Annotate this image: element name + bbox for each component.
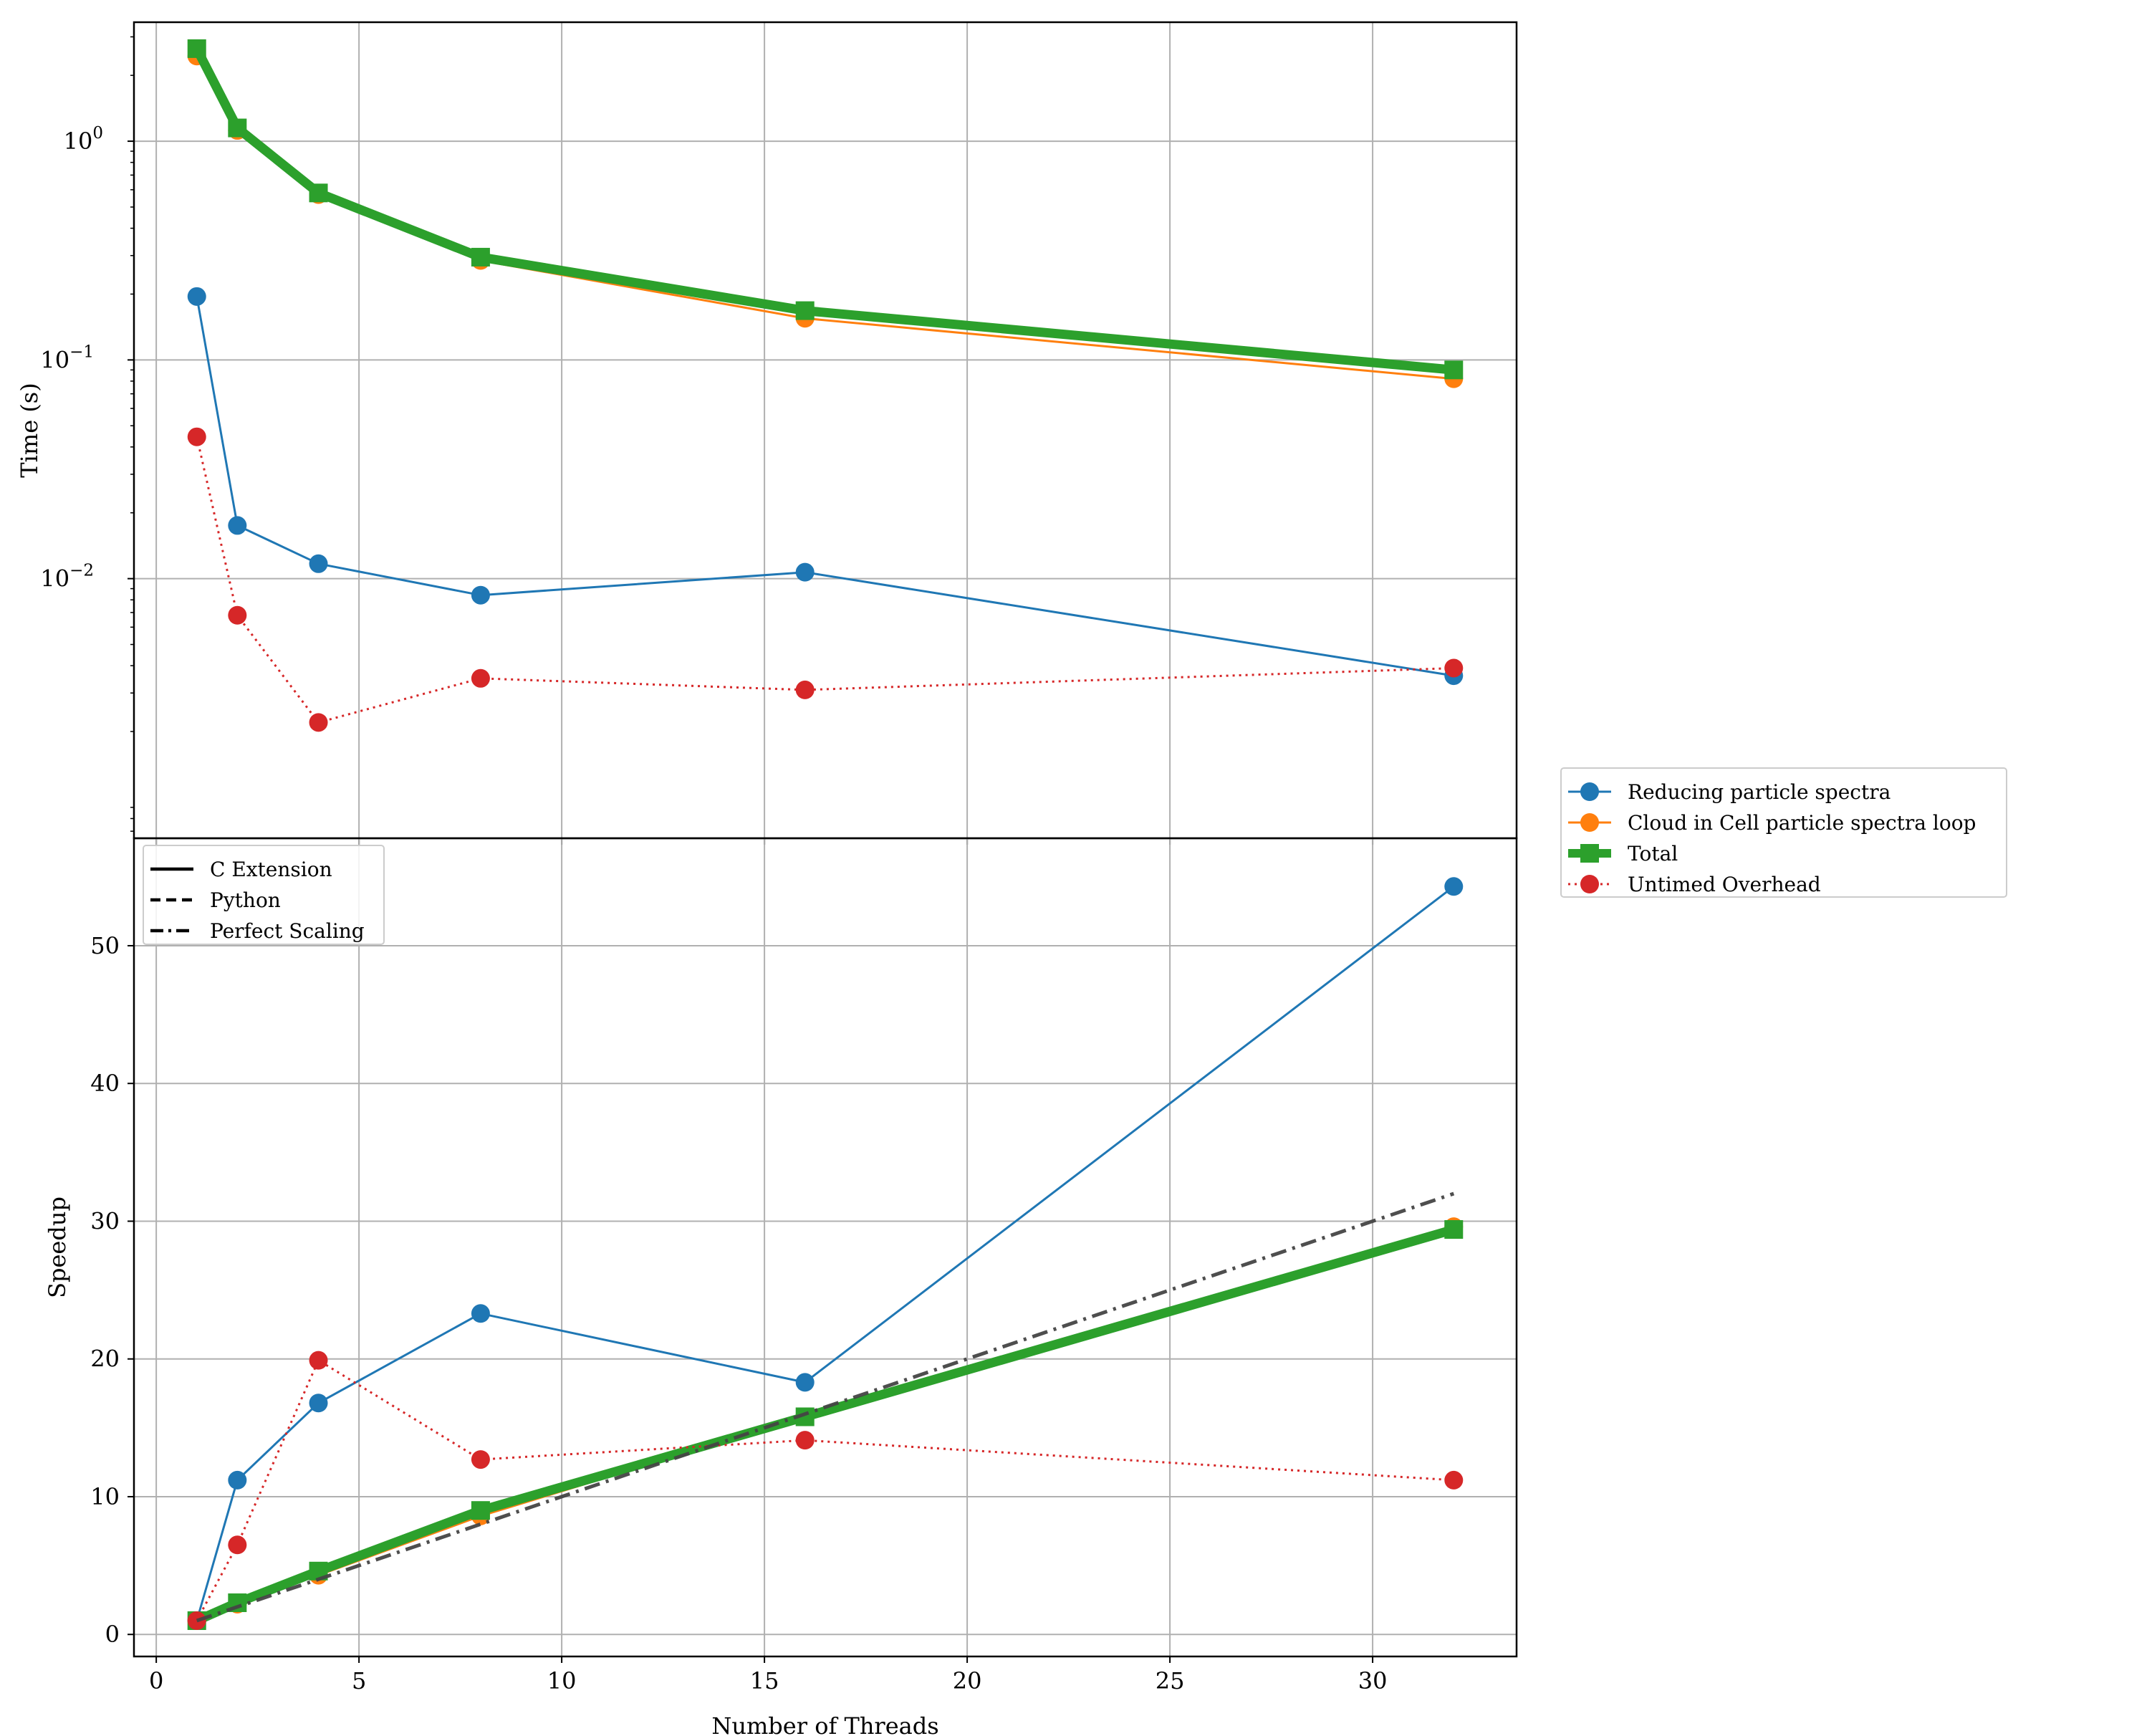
speedup-reducing-particle-spectra-point xyxy=(309,1394,328,1413)
speedup-reducing-particle-spectra-point xyxy=(1444,877,1464,896)
speedup-untimed-overhead-point xyxy=(1444,1470,1464,1490)
x-tick-label: 15 xyxy=(750,1667,779,1694)
time-series xyxy=(187,39,1464,732)
time-total-point xyxy=(228,118,247,138)
time-y-tick-label: 100 xyxy=(64,124,103,155)
x-tick-label: 5 xyxy=(352,1667,366,1694)
speedup-total-point xyxy=(471,1501,490,1520)
speedup-grid xyxy=(134,838,1517,1656)
time-reducing-particle-spectra-point xyxy=(228,516,247,535)
line-style-legend-label: C Extension xyxy=(210,858,332,881)
time-total-line xyxy=(192,46,1454,375)
time-y-tick-exponent: −1 xyxy=(69,342,94,361)
time-reducing-particle-spectra-line xyxy=(196,296,1454,677)
speedup-y-tick-label: 20 xyxy=(90,1346,120,1373)
x-tick-label: 30 xyxy=(1358,1667,1388,1694)
series-legend: Reducing particle spectra Cloud in Cell p… xyxy=(1560,767,2007,898)
x-tick-label: 25 xyxy=(1156,1667,1185,1694)
speedup-total-point xyxy=(1444,1220,1464,1239)
speedup-axes-frame xyxy=(133,837,1518,1658)
speedup-reducing-particle-spectra-point xyxy=(228,1470,247,1490)
series-legend-label: Cloud in Cell particle spectra loop xyxy=(1628,811,1976,835)
series-legend-label: Untimed Overhead xyxy=(1628,873,1821,896)
time-y-axis-label: Time (s) xyxy=(16,383,43,477)
speedup-series xyxy=(187,877,1464,1631)
series-legend-swatch-marker xyxy=(1580,782,1599,801)
speedup-untimed-overhead-point xyxy=(228,1535,247,1555)
series-legend-label: Total xyxy=(1628,842,1678,865)
series-legend-label: Reducing particle spectra xyxy=(1628,780,1891,804)
time-grid xyxy=(134,22,1517,838)
time-y-tick-base: 10 xyxy=(64,128,93,155)
x-tick-label: 0 xyxy=(149,1667,163,1694)
x-tick-label: 10 xyxy=(547,1667,577,1694)
series-legend-box xyxy=(1560,767,2007,898)
line-style-legend-box xyxy=(143,845,385,945)
speedup-untimed-overhead-point xyxy=(471,1450,490,1469)
time-total-point xyxy=(795,301,815,320)
time-y-tick-base: 10 xyxy=(40,565,69,593)
speedup-perfect-scaling-line xyxy=(196,1191,1455,1623)
x-tick-label: 20 xyxy=(953,1667,982,1694)
line-style-legend-label: Python xyxy=(210,888,281,912)
line-style-legend-label: Perfect Scaling xyxy=(210,919,365,943)
time-total-point xyxy=(187,39,206,58)
speedup-y-tick-label: 0 xyxy=(105,1621,120,1648)
speedup-panel: 0 5 10 15 20 25 30 0 10 20 30 40 50 Speedup Number o… xyxy=(44,837,1518,1736)
time-untimed-overhead-point xyxy=(228,605,247,625)
time-y-tick-base: 10 xyxy=(40,346,69,373)
time-reducing-particle-spectra-point xyxy=(471,585,490,605)
time-total-point xyxy=(1444,360,1464,380)
x-axis-label: Number of Threads xyxy=(711,1712,938,1736)
speedup-untimed-overhead-point xyxy=(309,1351,328,1370)
speedup-untimed-overhead-point xyxy=(795,1431,815,1450)
speedup-reducing-particle-spectra-point xyxy=(471,1304,490,1323)
speedup-y-tick-label: 10 xyxy=(90,1483,120,1510)
series-legend-swatch-marker xyxy=(1580,875,1599,893)
time-y-tick-label: 10−2 xyxy=(40,562,94,593)
time-reducing-particle-spectra-point xyxy=(309,554,328,573)
time-untimed-overhead-point xyxy=(309,713,328,732)
speedup-ticks: 0 5 10 15 20 25 30 0 10 20 30 40 50 xyxy=(90,932,1387,1694)
time-total-point xyxy=(309,183,328,203)
speedup-y-tick-label: 50 xyxy=(90,932,120,959)
time-total-point xyxy=(471,247,490,267)
time-reducing-particle-spectra-point xyxy=(795,562,815,582)
time-untimed-overhead-point xyxy=(795,680,815,699)
time-reducing-particle-spectra-point xyxy=(187,287,206,306)
series-legend-swatch-marker xyxy=(1580,844,1599,863)
speedup-reducing-particle-spectra-line xyxy=(196,886,1455,1621)
speedup-y-axis-label: Speedup xyxy=(44,1197,71,1298)
line-style-legend: C Extension Python Perfect Scaling xyxy=(143,845,385,945)
time-untimed-overhead-point xyxy=(187,427,206,446)
time-y-tick-exponent: −2 xyxy=(69,562,94,580)
speedup-y-tick-label: 30 xyxy=(90,1207,120,1234)
speedup-reducing-particle-spectra-point xyxy=(795,1373,815,1392)
time-y-tick-label: 10−1 xyxy=(40,342,94,373)
speedup-y-tick-label: 40 xyxy=(90,1070,120,1097)
time-untimed-overhead-point xyxy=(471,668,490,688)
series-legend-swatch-marker xyxy=(1580,813,1599,832)
time-y-tick-exponent: 0 xyxy=(92,124,103,143)
time-untimed-overhead-line xyxy=(196,436,1454,724)
time-untimed-overhead-point xyxy=(1444,658,1464,678)
speedup-untimed-overhead-line xyxy=(196,1359,1454,1621)
